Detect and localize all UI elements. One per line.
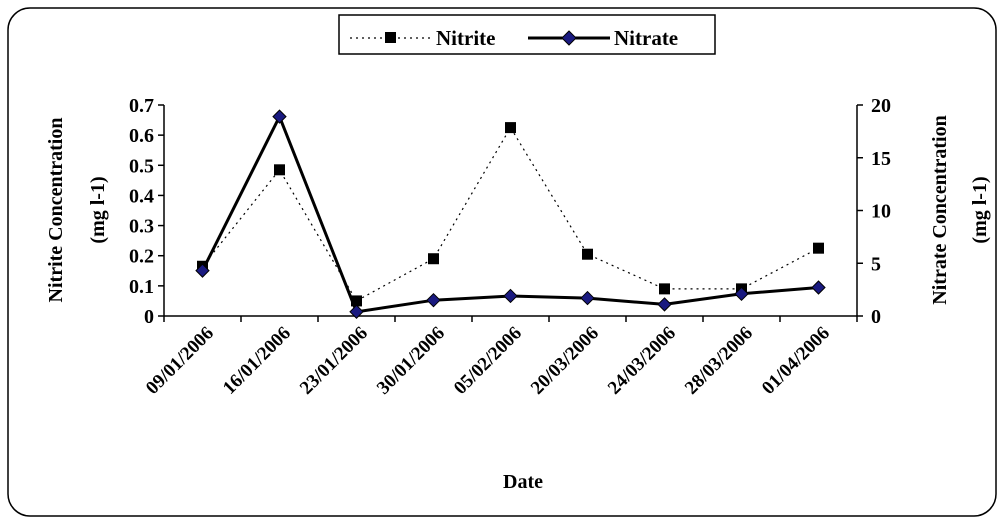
axes: 0 0.1 0.2 0.3 0.4 0.5 0.6 0.7 0 5 10 15 20 xyxy=(129,95,891,328)
point-nitrite xyxy=(274,164,285,176)
point-nitrite xyxy=(428,253,439,265)
x-axis-label: Date xyxy=(503,471,543,493)
x-tick-labels: 09/01/2006 16/01/2006 23/01/2006 30/01/2006… xyxy=(142,323,834,399)
y-axis-left-label-line-2: (mg l-1) xyxy=(87,176,109,243)
y-left-tick-label: 0.4 xyxy=(129,185,154,207)
y-axis-left-label-line-1: Nitrite Concentration xyxy=(45,118,67,303)
y-left-tick-label: 0.7 xyxy=(129,95,154,117)
y-left-tick-label: 0.1 xyxy=(129,276,154,298)
y-right-tick-label: 10 xyxy=(871,201,891,223)
point-nitrate xyxy=(195,263,210,278)
point-nitrate xyxy=(657,297,672,312)
point-nitrate xyxy=(349,304,364,319)
y-right-tick-label: 20 xyxy=(871,95,891,117)
point-nitrate xyxy=(580,290,595,306)
point-nitrate xyxy=(734,286,749,302)
point-nitrate xyxy=(426,292,441,308)
x-tick-label: 23/01/2006 xyxy=(296,323,372,399)
y-axis-right-label-line-2: (mg l-1) xyxy=(969,176,991,243)
point-nitrite xyxy=(505,122,516,134)
chart-border xyxy=(7,7,997,517)
x-tick-label: 01/04/2006 xyxy=(758,323,834,399)
point-nitrate xyxy=(811,280,826,295)
point-nitrate xyxy=(272,109,287,124)
y-left-tick-label: 0 xyxy=(144,306,154,328)
y-left-tick-label: 0.5 xyxy=(129,155,154,177)
point-nitrate xyxy=(503,288,518,304)
y-left-tick-label: 0.6 xyxy=(129,125,154,147)
legend-nitrate-marker xyxy=(561,30,577,46)
y-axis-right-label-line-1: Nitrate Concentration xyxy=(929,115,951,304)
x-tick-label: 28/03/2006 xyxy=(681,323,757,399)
legend-nitrate-label: Nitrate xyxy=(614,26,678,50)
y-right-tick-label: 0 xyxy=(871,306,881,328)
y-left-tick-label: 0.2 xyxy=(129,246,154,268)
legend: Nitrite Nitrate xyxy=(338,14,716,55)
point-nitrite xyxy=(582,248,593,260)
x-tick-label: 16/01/2006 xyxy=(219,323,295,399)
series-nitrate-line xyxy=(201,112,819,314)
y-right-tick-label: 15 xyxy=(871,148,891,170)
point-nitrite xyxy=(813,242,824,254)
y-right-tick-label: 5 xyxy=(871,253,881,275)
legend-box xyxy=(338,14,716,55)
x-tick-label: 09/01/2006 xyxy=(142,323,218,399)
series-layer xyxy=(195,109,826,319)
x-tick-label: 30/01/2006 xyxy=(373,323,449,399)
point-nitrite xyxy=(659,283,670,295)
series-nitrite-line xyxy=(202,126,819,302)
legend-nitrite-marker xyxy=(385,32,396,43)
point-nitrite xyxy=(351,295,362,307)
x-tick-label: 05/02/2006 xyxy=(450,323,526,399)
y-left-tick-label: 0.3 xyxy=(129,216,154,238)
legend-nitrite-label: Nitrite xyxy=(436,26,495,50)
x-tick-label: 20/03/2006 xyxy=(527,323,603,399)
x-tick-label: 24/03/2006 xyxy=(604,323,680,399)
